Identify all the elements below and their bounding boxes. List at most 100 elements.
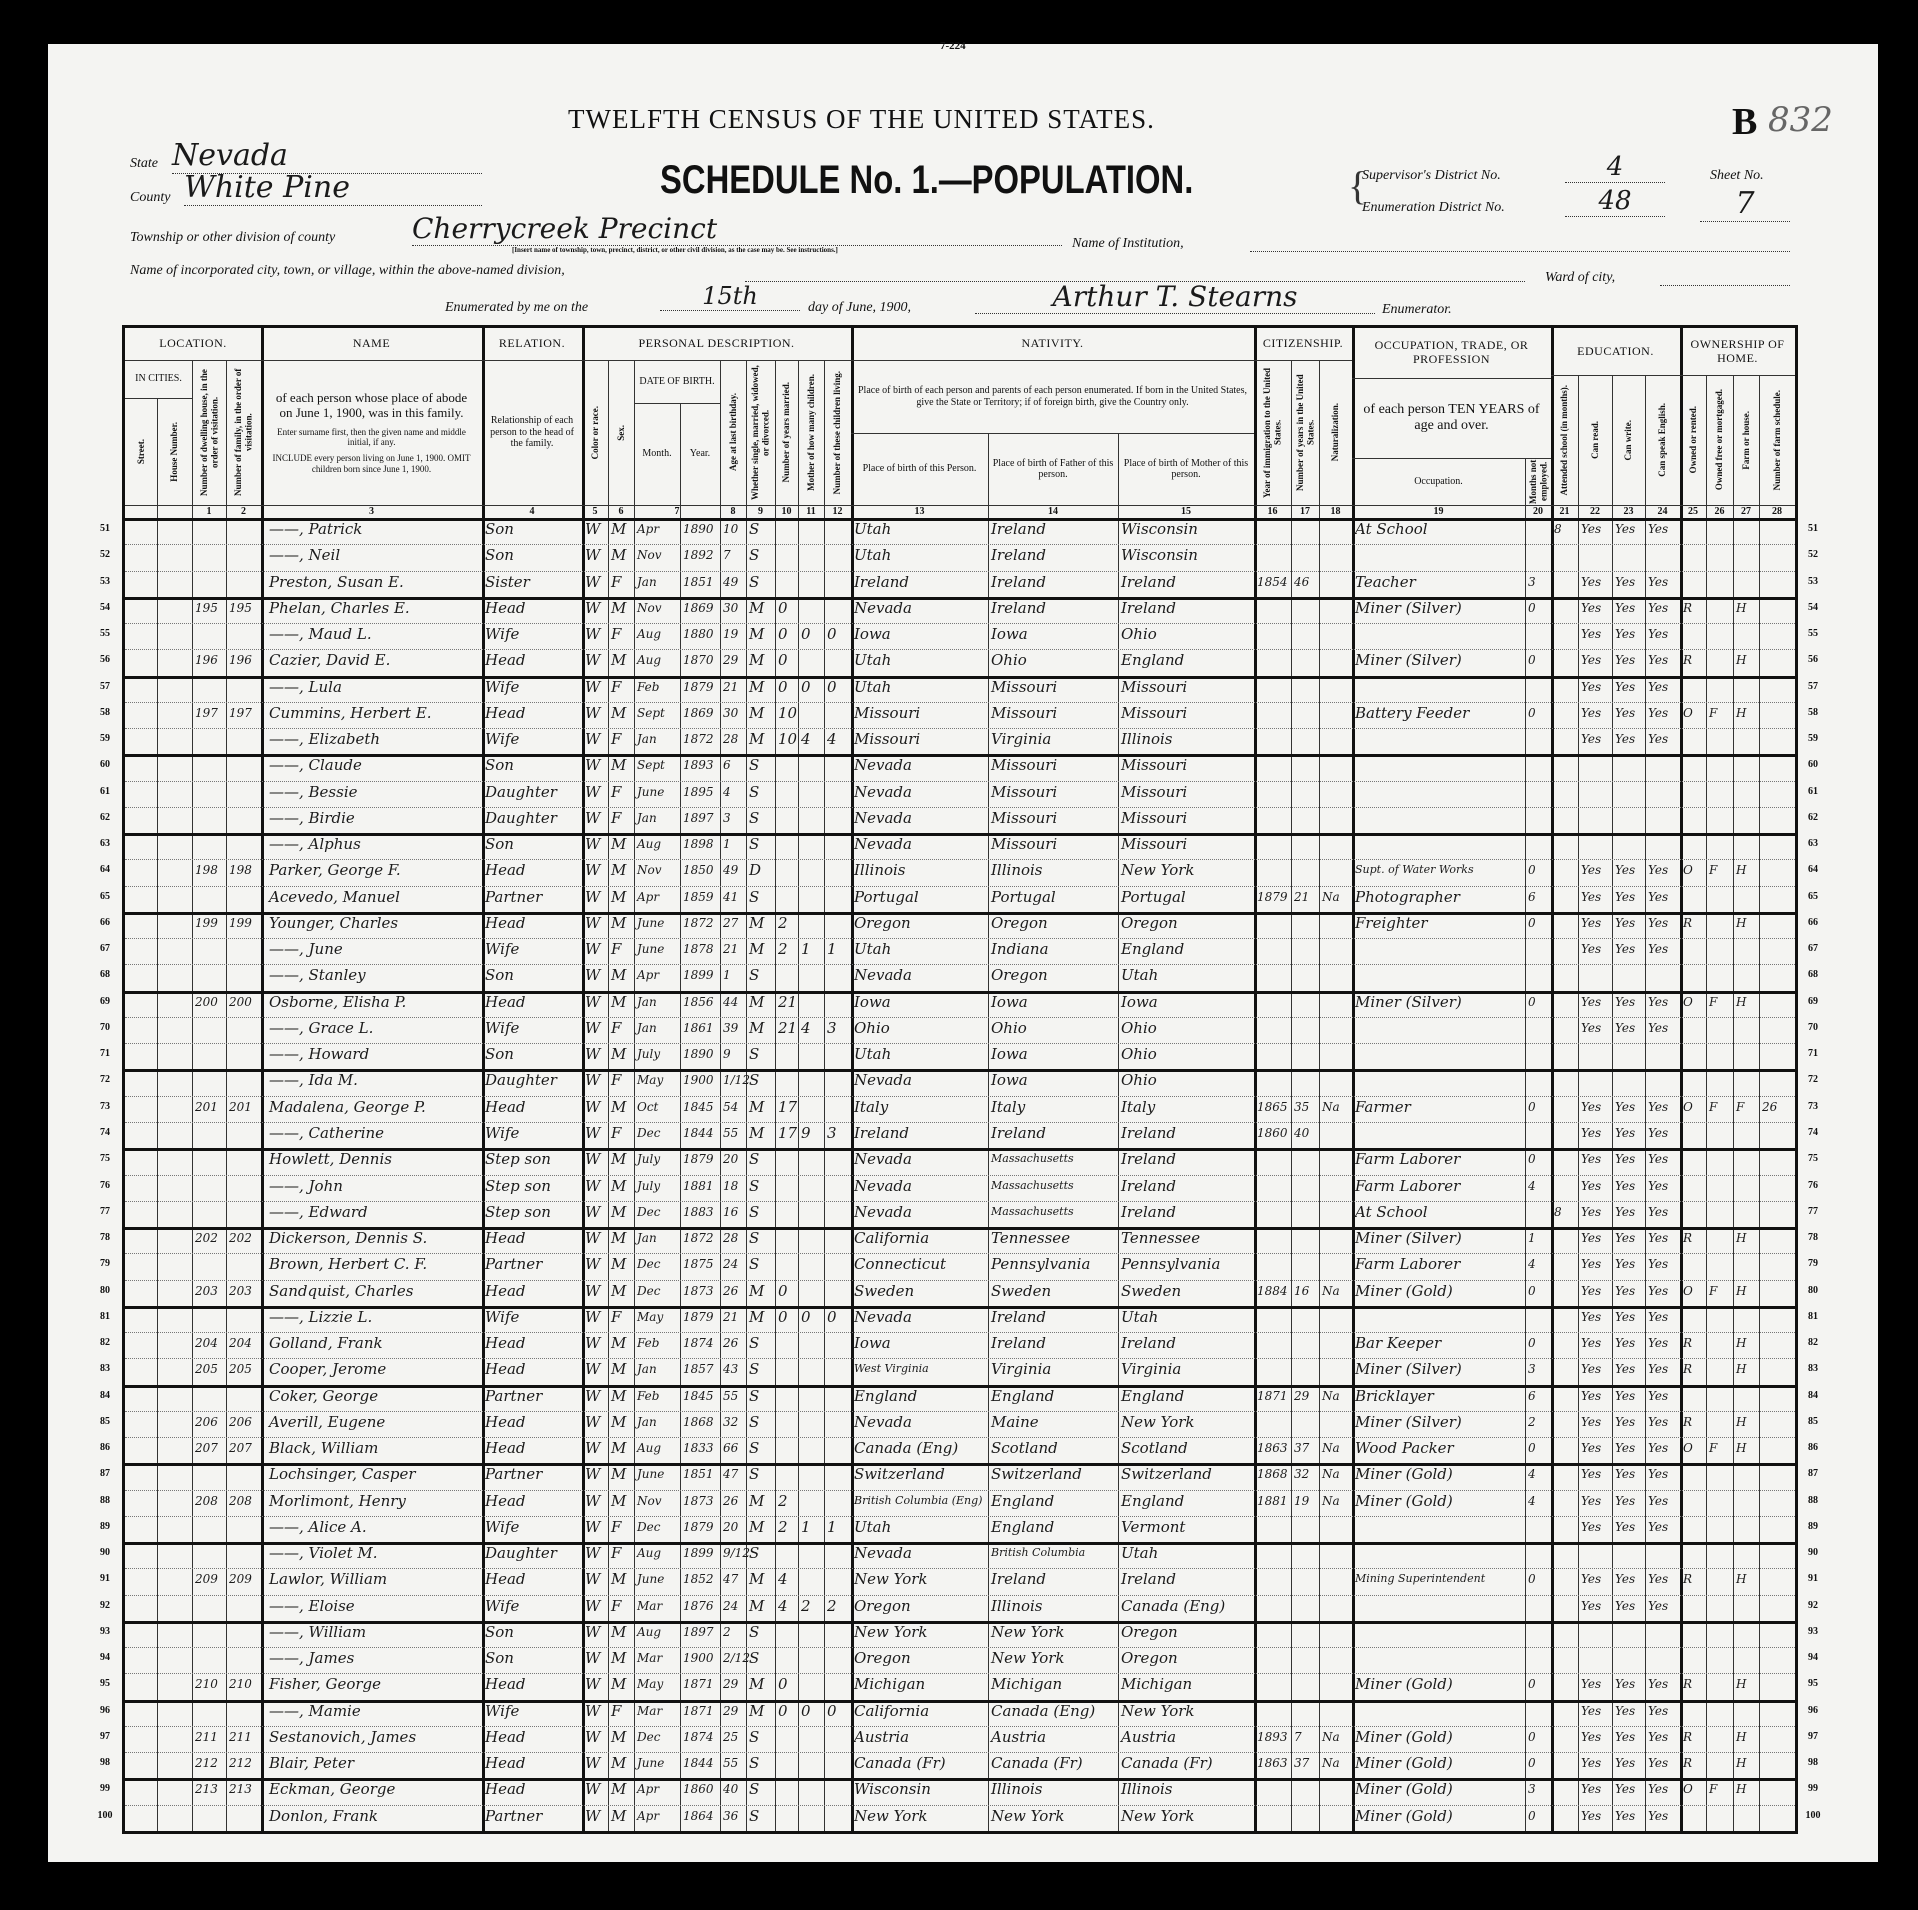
cell-c16: 1884 <box>1257 1283 1288 1298</box>
cell-year: 1897 <box>683 810 714 825</box>
cell-p13: Utah <box>854 1045 892 1064</box>
cell-yrsm: 10 <box>778 703 798 722</box>
cell-c18: Na <box>1322 1099 1340 1114</box>
cell-c23: Yes <box>1615 1283 1636 1298</box>
line-number-left: 86 <box>100 1442 110 1454</box>
cell-year: 1876 <box>683 1598 714 1613</box>
cell-year: 1890 <box>683 1047 714 1062</box>
cell-c22: Yes <box>1581 679 1602 694</box>
line-number-right: 61 <box>1808 785 1818 797</box>
cell-yrsm: 0 <box>778 677 788 696</box>
district-brace: { <box>1348 163 1368 208</box>
line-number-left: 80 <box>100 1284 110 1296</box>
cell-c2: 207 <box>229 1441 252 1456</box>
schedule-title: SCHEDULE No. 1.—POPULATION. <box>660 158 1194 202</box>
table-row: ——, Howard Son W M July 1890 9 S Utah Iowa Ohio <box>125 1043 1795 1069</box>
cell-color: W <box>585 1596 601 1615</box>
column-number-c26-text: 26 <box>1714 505 1725 517</box>
table-row: 203 203 Sandquist, Charles Head W M Dec 1873 26 M… <box>125 1280 1795 1306</box>
cell-sex: F <box>611 625 622 644</box>
cell-c23: Yes <box>1615 1231 1636 1246</box>
cell-c23: Yes <box>1615 1309 1636 1324</box>
cell-marital: S <box>749 835 760 854</box>
cell-c22: Yes <box>1581 994 1602 1009</box>
cell-yrsm: 2 <box>778 1491 788 1510</box>
cell-sex: M <box>611 1806 627 1825</box>
cell-color: W <box>585 1439 601 1458</box>
cell-sex: M <box>611 1150 627 1169</box>
table-row: ——, Eloise Wife W F Mar 1876 24 M 4 2 2 Oregon Illin… <box>125 1595 1795 1621</box>
cell-month: May <box>637 1309 664 1324</box>
cell-month: Aug <box>637 1441 662 1456</box>
cell-sex: M <box>611 1334 627 1353</box>
cell-year: 1898 <box>683 837 714 852</box>
cell-marital: S <box>749 966 760 985</box>
cell-p14: Canada (Fr) <box>991 1754 1083 1773</box>
cell-p15: Wisconsin <box>1121 520 1198 538</box>
cell-marital: S <box>749 520 760 538</box>
cell-relation: Wife <box>485 1123 520 1142</box>
cell-sex: M <box>611 703 627 722</box>
cell-marital: S <box>749 1176 760 1195</box>
cell-occ: Farm Laborer <box>1355 1150 1461 1169</box>
column-header-mother-text: Mother of how many children. <box>805 374 816 491</box>
cell-p14: Austria <box>991 1727 1047 1746</box>
line-number-left: 99 <box>100 1783 110 1795</box>
header-rule <box>851 433 1254 434</box>
cell-occ: Photographer <box>1355 887 1460 906</box>
cell-month: Feb <box>637 1388 660 1403</box>
cell-p13: California <box>854 1701 930 1720</box>
cell-p15: Canada (Eng) <box>1121 1596 1226 1615</box>
cell-relation: Son <box>485 1622 514 1641</box>
cell-p13: Oregon <box>854 1596 911 1615</box>
cell-sex: M <box>611 546 627 565</box>
cell-month: July <box>637 1178 661 1193</box>
row-rule <box>125 1253 1795 1255</box>
column-number-c22-text: 22 <box>1590 505 1600 517</box>
column-divider <box>634 360 635 1831</box>
line-number-right: 96 <box>1808 1704 1818 1716</box>
header-rule <box>125 398 192 399</box>
cell-c22: Yes <box>1581 522 1602 536</box>
column-number-c23-text: 23 <box>1623 505 1634 517</box>
cell-c25: R <box>1683 1336 1693 1351</box>
cell-age: 32 <box>723 1414 739 1429</box>
cell-age: 28 <box>723 732 739 747</box>
table-row: 210 210 Fisher, George Head W M May 1871 29 M 0 Mic… <box>125 1673 1795 1699</box>
cell-c24: Yes <box>1648 627 1669 642</box>
row-rule <box>125 1515 1795 1517</box>
cell-relation: Son <box>485 1649 514 1668</box>
cell-c27: H <box>1736 1677 1747 1692</box>
cell-month: Dec <box>637 1519 661 1534</box>
cell-age: 29 <box>723 653 739 668</box>
cell-c1: 197 <box>195 705 218 720</box>
row-rule <box>125 1279 1795 1281</box>
cell-p15: New York <box>1121 1701 1195 1720</box>
line-number-right: 98 <box>1808 1757 1818 1769</box>
cell-marital: M <box>749 703 765 722</box>
stamp-number: 832 <box>1768 100 1833 140</box>
cell-c20: 0 <box>1528 600 1536 615</box>
column-divider <box>1680 328 1683 1831</box>
column-header-c28: Number of farm schedule. <box>1759 375 1795 505</box>
table-row: ——, Mamie Wife W F Mar 1871 29 M 0 0 0 California Ca… <box>125 1700 1795 1726</box>
line-number-left: 73 <box>100 1100 110 1112</box>
cell-age: 49 <box>723 574 739 589</box>
cell-living: 3 <box>827 1018 837 1037</box>
cell-occ: Miner (Silver) <box>1355 1412 1462 1431</box>
cell-c16: 1871 <box>1257 1388 1288 1403</box>
group-name-text: NAME <box>352 336 391 351</box>
cell-occ: Bar Keeper <box>1355 1334 1442 1353</box>
cell-living: 3 <box>827 1123 837 1142</box>
census-title: TWELFTH CENSUS OF THE UNITED STATES. <box>568 104 1155 134</box>
cell-c22: Yes <box>1581 1441 1602 1456</box>
cell-occ: Farmer <box>1355 1097 1411 1116</box>
cell-c17: 40 <box>1294 1125 1310 1140</box>
cell-c2: 205 <box>229 1362 252 1377</box>
cell-c27: H <box>1736 863 1747 878</box>
cell-yrsm: 17 <box>778 1097 798 1116</box>
cell-month: Feb <box>637 679 660 694</box>
column-header-c28-text: Number of farm schedule. <box>1771 389 1782 491</box>
cell-age: 44 <box>723 994 739 1009</box>
line-number-left: 82 <box>100 1337 110 1349</box>
